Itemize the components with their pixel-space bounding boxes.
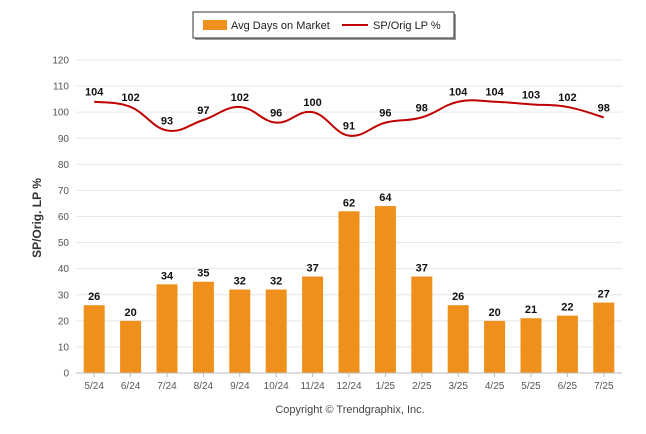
- line-data-label: 98: [416, 102, 428, 114]
- bar: [556, 315, 578, 373]
- y-tick-label: 0: [63, 369, 69, 380]
- y-tick-label: 120: [52, 56, 69, 67]
- bar-data-label: 37: [416, 262, 428, 274]
- x-tick-label: 3/25: [448, 381, 468, 392]
- y-tick-label: 40: [58, 264, 70, 275]
- bar-data-label: 37: [306, 262, 318, 274]
- line-data-label: 96: [270, 108, 282, 120]
- x-tick-label: 11/24: [300, 381, 325, 392]
- line-data-label: 102: [558, 92, 576, 104]
- bar-data-label: 32: [270, 276, 282, 288]
- bar: [192, 281, 214, 373]
- x-tick-label: 6/24: [121, 381, 141, 392]
- bar-data-label: 27: [598, 289, 610, 301]
- line-data-label: 91: [343, 121, 355, 133]
- line-data-label: 104: [85, 87, 104, 99]
- legend-label-sp-orig-lp: SP/Orig LP %: [373, 20, 441, 32]
- x-tick-label: 12/24: [336, 381, 361, 392]
- y-tick-label: 30: [58, 290, 70, 301]
- legend-label-days-on-market: Avg Days on Market: [231, 20, 330, 32]
- x-tick-label: 6/25: [558, 381, 578, 392]
- x-tick-label: 7/25: [594, 381, 614, 392]
- line-data-label: 102: [121, 92, 139, 104]
- bar: [520, 318, 542, 373]
- bar-series: 26 20 34 35 32 32 37 62 64 37 26 20 21 22 27: [83, 192, 615, 373]
- bar: [265, 289, 287, 373]
- y-tick-label: 80: [58, 160, 70, 171]
- bar-data-label: 20: [488, 307, 500, 319]
- bar: [302, 276, 324, 373]
- bar-data-label: 35: [197, 268, 209, 280]
- line-data-label: 97: [197, 105, 209, 117]
- x-tick-label: 7/24: [157, 381, 177, 392]
- line-data-label: 98: [598, 102, 610, 114]
- line-data-label: 96: [379, 108, 391, 120]
- x-tick-label: 4/25: [485, 381, 505, 392]
- line-data-label: 93: [161, 115, 173, 127]
- bar-data-label: 26: [88, 291, 100, 303]
- copyright-footer: Copyright © Trendgraphix, Inc.: [275, 404, 424, 416]
- line-series: 104 102 93 97 102 96 100 91 96 98 104 104 103 102 98: [85, 87, 610, 137]
- line-data-label: 102: [231, 92, 249, 104]
- y-tick-label: 20: [58, 316, 70, 327]
- bar: [374, 206, 396, 373]
- legend-box: [192, 11, 455, 39]
- line-data-label: 100: [303, 97, 321, 109]
- bar: [83, 305, 105, 373]
- bar: [593, 302, 615, 373]
- line-data-label: 104: [485, 87, 504, 99]
- bar-data-label: 32: [234, 276, 246, 288]
- y-tick-label: 50: [58, 238, 70, 249]
- bar-data-label: 21: [525, 304, 537, 316]
- y-tick-label: 110: [53, 82, 69, 93]
- bar-data-label: 20: [124, 307, 136, 319]
- y-tick-label: 60: [58, 212, 70, 223]
- bar-data-label: 34: [161, 270, 174, 282]
- x-axis: 5/24 6/24 7/24 8/24 9/24 10/24 11/24 12/24 1/25 2…: [76, 372, 622, 392]
- bar-data-label: 26: [452, 291, 464, 303]
- y-tick-label: 100: [52, 108, 69, 119]
- x-tick-label: 10/24: [264, 381, 289, 392]
- bar: [338, 211, 360, 373]
- y-axis-label: SP/Orig. LP %: [30, 178, 44, 258]
- legend-swatch-bar: [203, 20, 227, 30]
- bar: [229, 289, 251, 373]
- x-tick-label: 5/24: [84, 381, 104, 392]
- bar: [411, 276, 433, 373]
- bar: [120, 320, 142, 373]
- bar: [447, 305, 469, 373]
- line-data-label: 104: [449, 87, 468, 99]
- bar-data-label: 64: [379, 192, 392, 204]
- bar-data-label: 62: [343, 197, 355, 209]
- sp-orig-lp-line: [94, 99, 605, 137]
- x-tick-label: 1/25: [376, 381, 396, 392]
- bar: [156, 284, 178, 373]
- x-tick-label: 2/25: [412, 381, 432, 392]
- y-tick-label: 70: [58, 186, 70, 197]
- x-tick-label: 9/24: [230, 381, 250, 392]
- y-tick-label: 10: [58, 342, 70, 353]
- x-tick-label: 5/25: [521, 381, 541, 392]
- legend: Avg Days on Market SP/Orig LP %: [192, 11, 456, 40]
- y-axis: 0 10 20 30 40 50 60 70 80 90 100 110 120: [52, 56, 69, 380]
- line-data-label: 103: [522, 89, 540, 101]
- y-tick-label: 90: [58, 134, 70, 145]
- x-tick-label: 8/24: [194, 381, 214, 392]
- bar: [484, 320, 506, 373]
- bar-data-label: 22: [561, 302, 573, 314]
